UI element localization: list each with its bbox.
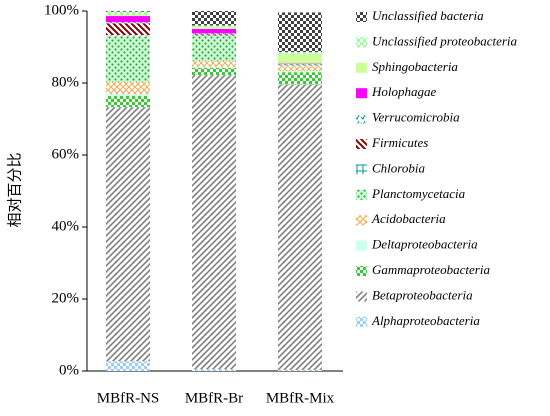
bar-segment — [106, 23, 150, 35]
bar-segment — [106, 94, 150, 96]
bar-segment — [278, 71, 322, 72]
bar-segment — [278, 65, 322, 66]
bar-segment — [106, 22, 150, 23]
y-tick-label: 80% — [52, 74, 80, 90]
y-tick-label: 20% — [52, 290, 80, 306]
bar-segment — [192, 29, 236, 33]
bar-segment — [192, 36, 236, 61]
x-tick-label: MBfR-Br — [185, 390, 243, 406]
bar-segment — [192, 35, 236, 36]
bar-segment — [192, 67, 236, 68]
y-axis-label: 相对百分比 — [6, 152, 23, 227]
legend-label: Chlorobia — [372, 160, 425, 175]
bar-segment — [192, 68, 236, 75]
legend-label: Alphaproteobacteria — [371, 313, 480, 328]
legend-swatch — [356, 37, 367, 47]
bar-segment — [278, 64, 322, 65]
bar-segment — [106, 107, 150, 361]
legend-label: Unclassified bacteria — [372, 8, 484, 23]
legend-label: Firmicutes — [371, 135, 428, 150]
bar-segment — [192, 75, 236, 369]
legend-label: Betaproteobacteria — [372, 287, 473, 302]
legend-label: Sphingobacteria — [372, 59, 458, 74]
bar-segment — [278, 12, 322, 52]
legend-swatch — [356, 63, 367, 73]
bar-segment — [106, 96, 150, 107]
bar-segment — [106, 12, 150, 15]
y-tick-label: 0% — [59, 362, 79, 378]
bar-segment — [192, 369, 236, 371]
bar-segment — [192, 25, 236, 27]
bar-segment — [278, 370, 322, 371]
y-tick-label: 60% — [52, 146, 80, 162]
legend-label: Unclassified proteobacteria — [372, 33, 518, 48]
x-tick-label: MBfR-Mix — [266, 390, 335, 406]
legend-label: Gammaproteobacteria — [372, 262, 490, 277]
legend-swatch — [356, 291, 367, 301]
bar-segment — [192, 34, 236, 35]
y-tick-label: 100% — [44, 2, 79, 18]
bar-segment — [106, 82, 150, 94]
legend-swatch — [356, 139, 367, 149]
bar-segment — [278, 52, 322, 54]
y-tick-label: 40% — [52, 218, 80, 234]
bar-segment — [106, 361, 150, 371]
legend-swatch — [356, 114, 367, 124]
bar-segment — [278, 66, 322, 71]
legend-label: Deltaproteobacteria — [371, 237, 478, 252]
legend-swatch — [356, 215, 367, 225]
bar-segment — [278, 54, 322, 64]
legend-swatch — [356, 12, 367, 22]
bar-segment — [192, 33, 236, 34]
bar-segment — [192, 27, 236, 29]
bar-segment — [192, 11, 236, 25]
bar-segment — [278, 66, 322, 67]
legend-swatch — [356, 190, 367, 200]
x-tick-label: MBfR-NS — [97, 390, 160, 406]
bar-segment — [106, 11, 150, 12]
bar-segment — [192, 61, 236, 67]
legend-swatch — [356, 241, 367, 251]
legend-label: Planctomycetacia — [371, 186, 466, 201]
bar-segment — [278, 84, 322, 369]
bar-segment — [106, 16, 150, 22]
legend-swatch — [356, 88, 367, 98]
bar-segment — [106, 35, 150, 36]
bar-segment — [106, 36, 150, 82]
legend-swatch — [356, 164, 367, 174]
legend-label: Verrucomicrobia — [372, 110, 460, 125]
bar-segment — [278, 72, 322, 84]
legend-swatch — [356, 266, 367, 276]
legend-label: Holophagae — [371, 84, 437, 99]
legend-swatch — [356, 317, 367, 327]
bar-segment — [106, 15, 150, 16]
legend-label: Acidobacteria — [371, 211, 446, 226]
